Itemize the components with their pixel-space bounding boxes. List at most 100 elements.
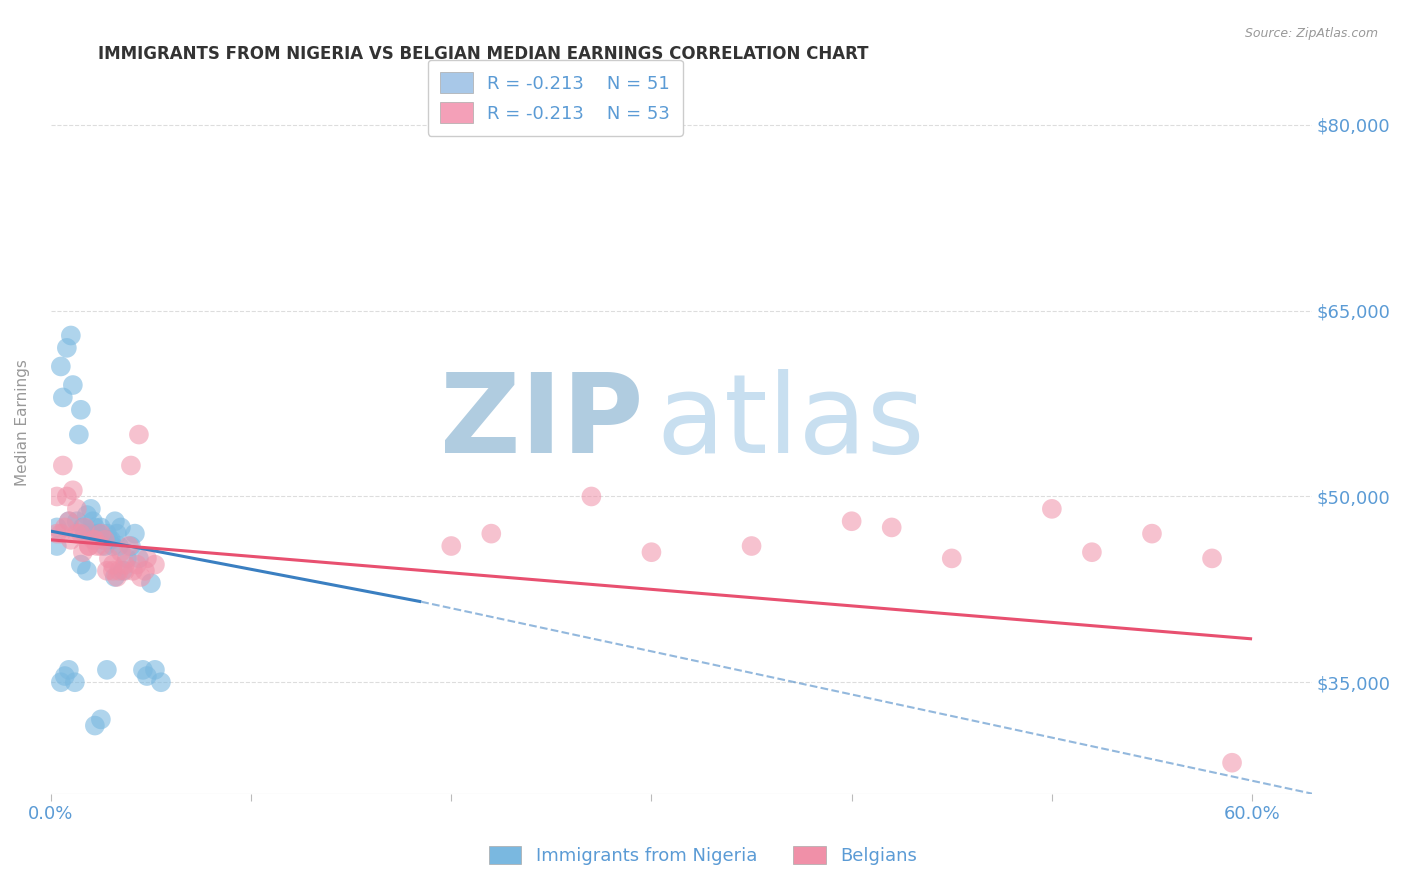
Point [72,545,94,559]
Point [110,520,132,534]
Y-axis label: Median Earnings: Median Earnings [15,359,30,485]
Point [94,533,117,547]
Point [101,539,124,553]
Text: Source: ZipAtlas.com: Source: ZipAtlas.com [1244,27,1378,40]
Point [67,427,90,442]
Point [124,526,146,541]
Point [86,526,108,541]
Point [581,490,603,504]
Point [96,526,118,541]
Point [125,558,148,572]
Point [100,533,122,547]
Point [136,669,159,683]
Point [90,526,112,541]
Point [73,526,96,541]
Point [56,341,79,355]
Point [90,520,112,534]
Point [45,520,67,534]
Point [82,514,104,528]
Point [941,551,963,566]
Point [1140,526,1163,541]
Point [45,539,67,553]
Point [66,514,89,528]
Point [128,427,150,442]
Legend: Immigrants from Nigeria, Belgians: Immigrants from Nigeria, Belgians [479,837,927,874]
Point [115,551,138,566]
Point [66,526,89,541]
Point [120,458,142,473]
Point [77,539,100,553]
Point [59,533,82,547]
Point [105,526,128,541]
Point [45,526,67,541]
Point [87,526,110,541]
Point [97,551,120,566]
Point [90,712,112,726]
Point [53,669,76,683]
Point [1081,545,1104,559]
Point [132,663,155,677]
Point [56,490,79,504]
Point [111,564,134,578]
Point [143,663,166,677]
Text: IMMIGRANTS FROM NIGERIA VS BELGIAN MEDIAN EARNINGS CORRELATION CHART: IMMIGRANTS FROM NIGERIA VS BELGIAN MEDIA… [98,45,869,62]
Point [1040,501,1063,516]
Point [83,718,105,732]
Point [122,564,145,578]
Point [82,533,104,547]
Point [62,483,84,498]
Point [80,501,103,516]
Point [70,402,93,417]
Point [45,490,67,504]
Point [96,663,118,677]
Point [110,545,132,559]
Point [440,539,463,553]
Point [77,539,100,553]
Point [880,520,903,534]
Point [136,551,159,566]
Point [63,675,86,690]
Point [49,526,72,541]
Point [114,564,136,578]
Point [134,564,156,578]
Point [105,570,128,584]
Point [1220,756,1243,770]
Point [70,526,93,541]
Point [128,551,150,566]
Point [108,564,131,578]
Point [72,520,94,534]
Point [77,526,100,541]
Point [52,458,75,473]
Point [97,533,120,547]
Text: ZIP: ZIP [440,368,644,475]
Point [52,391,75,405]
Point [114,558,136,572]
Point [96,564,118,578]
Point [1201,551,1223,566]
Text: atlas: atlas [657,368,925,475]
Point [49,675,72,690]
Point [149,675,172,690]
Point [104,570,127,584]
Point [62,378,84,392]
Point [640,545,662,559]
Point [139,576,162,591]
Point [108,539,131,553]
Point [73,520,96,534]
Point [53,520,76,534]
Point [841,514,863,528]
Point [91,533,114,547]
Point [741,539,763,553]
Point [120,539,142,553]
Point [70,558,93,572]
Point [479,526,502,541]
Point [76,564,98,578]
Point [90,539,112,553]
Point [101,564,124,578]
Point [49,359,72,374]
Point [58,663,80,677]
Point [83,520,105,534]
Point [143,558,166,572]
Point [66,501,89,516]
Point [86,539,108,553]
